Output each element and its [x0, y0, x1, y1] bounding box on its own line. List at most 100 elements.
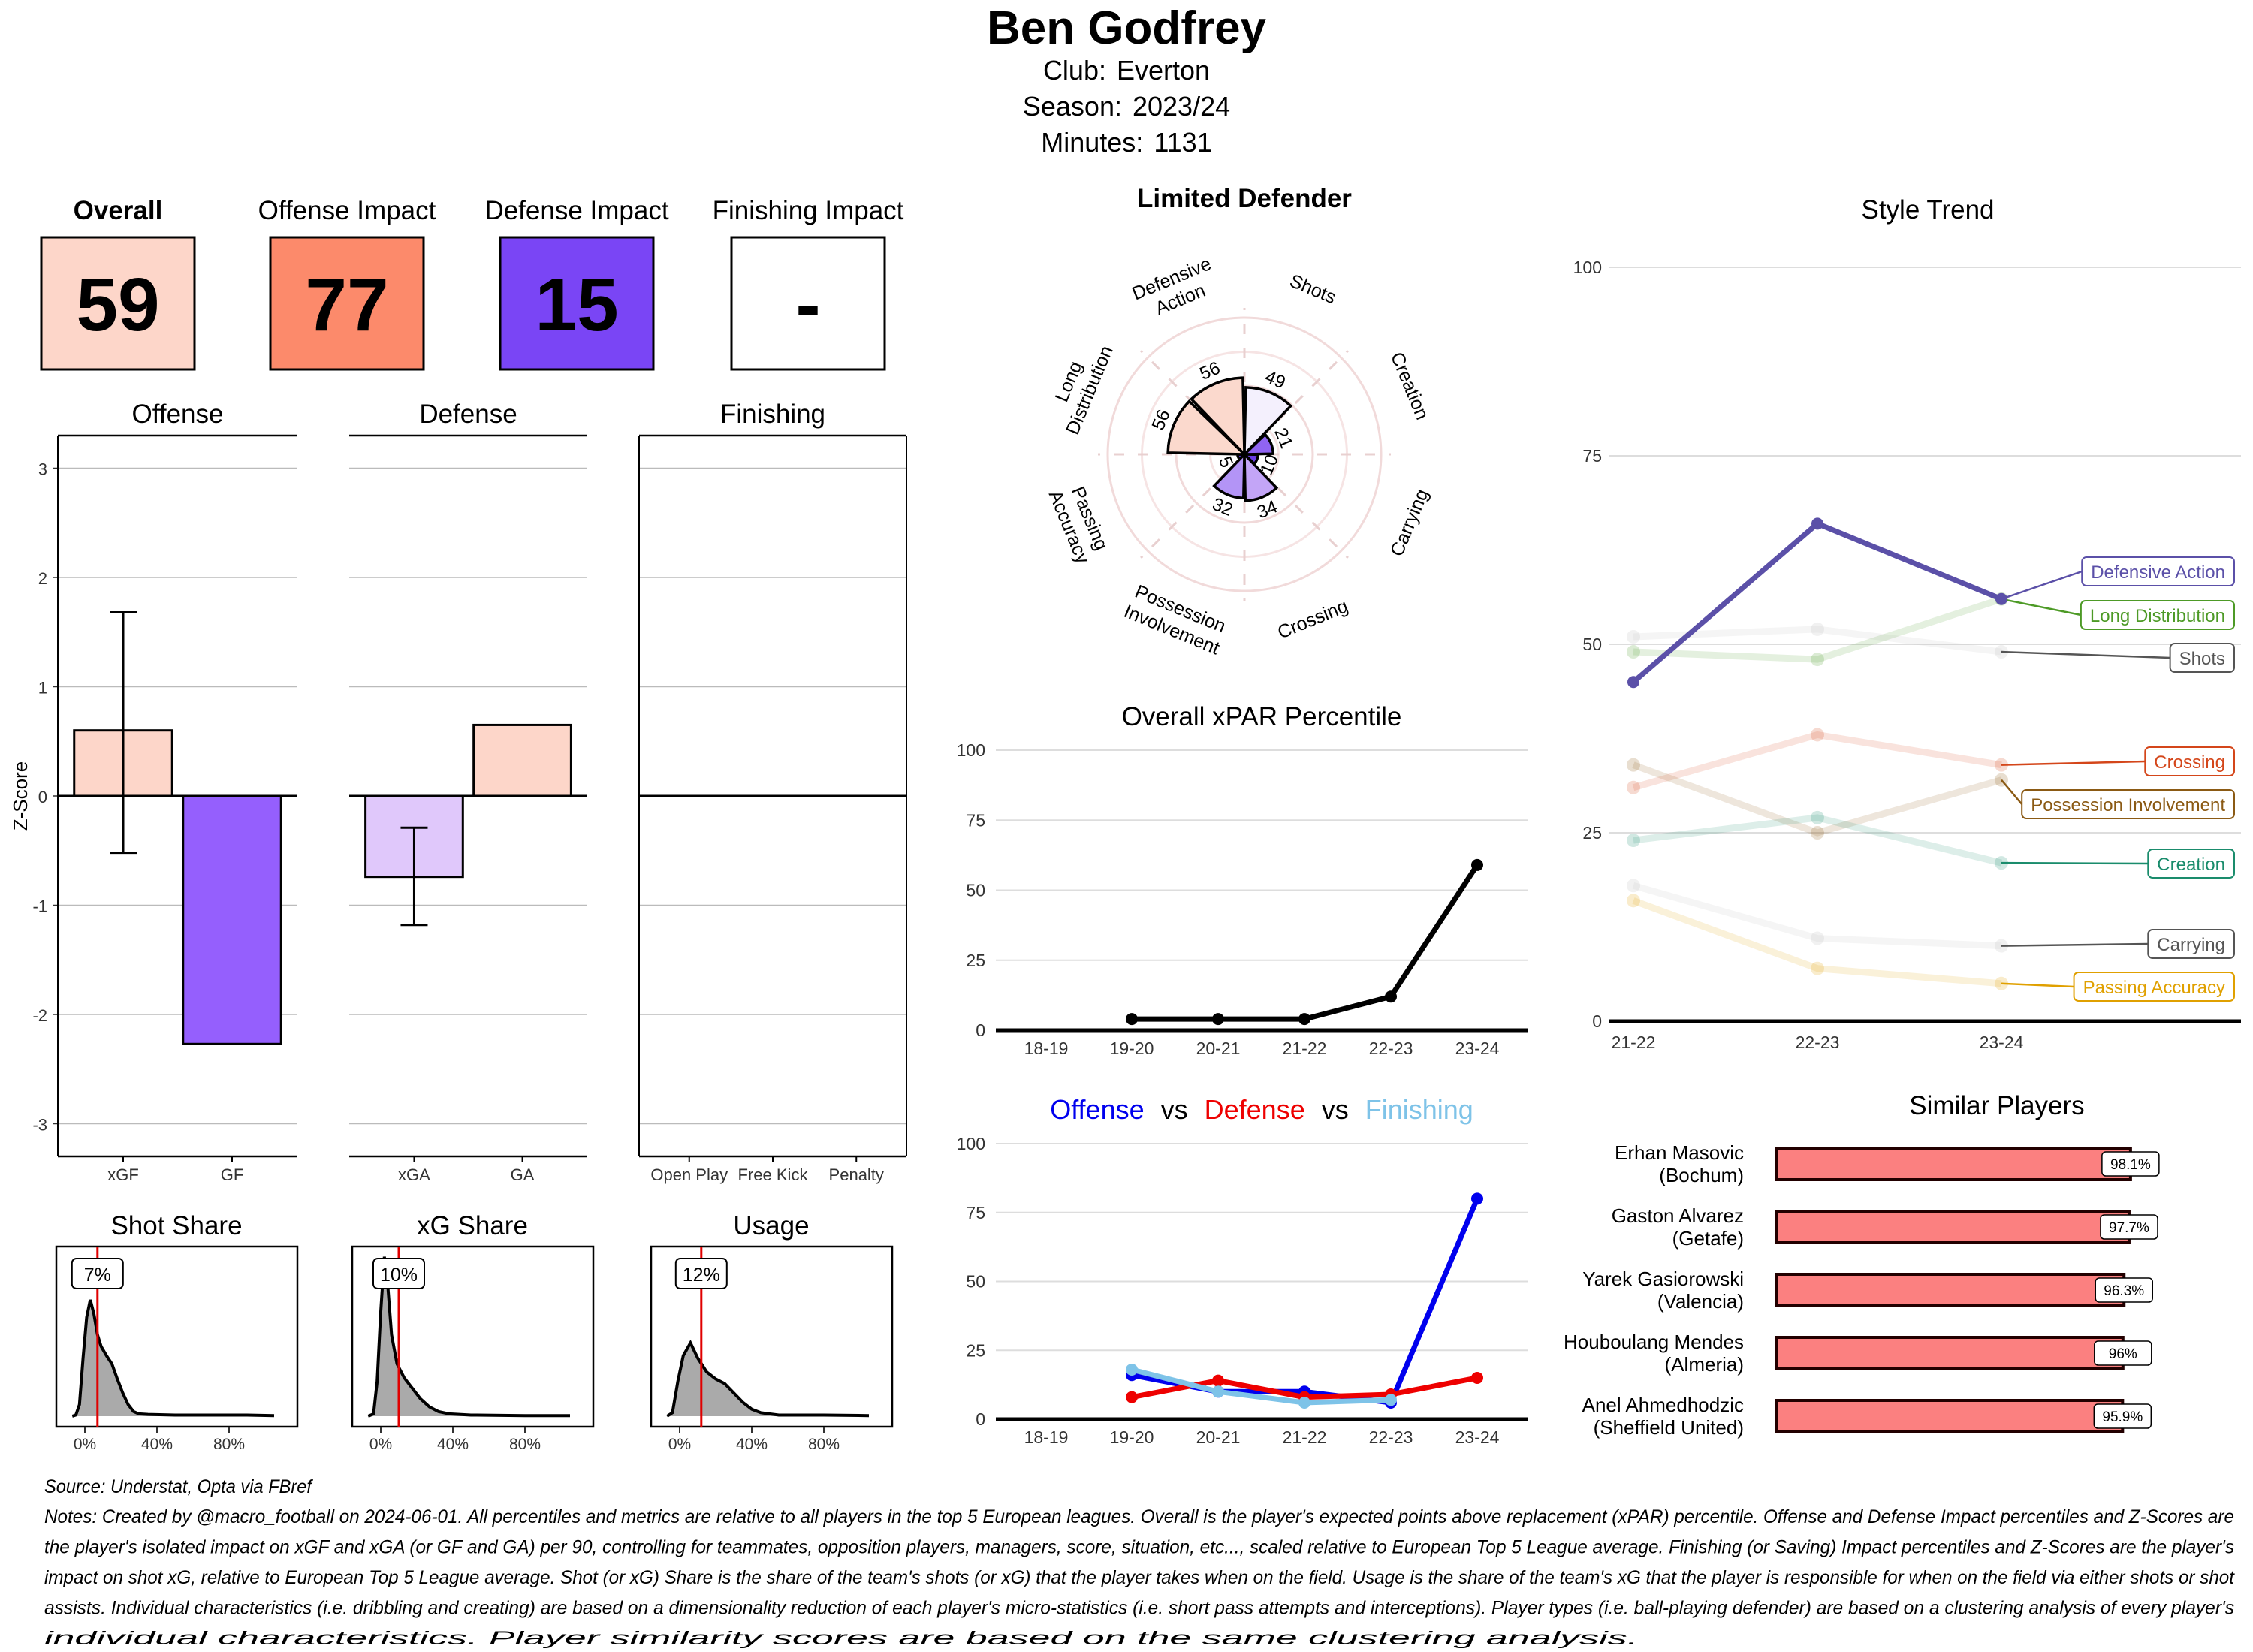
- title-part: Defense: [1205, 1094, 1305, 1125]
- radar-wedge: [1189, 376, 1246, 458]
- style-label-connector: [2001, 982, 2074, 988]
- data-point: [1298, 1396, 1310, 1409]
- similarity-bar: [1775, 1147, 2132, 1181]
- style-label-connector: [2001, 779, 2023, 805]
- x-tick-label: 20-21: [1196, 1427, 1241, 1447]
- y-tick-label: 50: [1582, 635, 1602, 654]
- style-label-text: Long Distribution: [2090, 606, 2225, 626]
- density-area: [72, 1300, 274, 1416]
- similar-player-club: (Bochum): [1659, 1164, 1744, 1186]
- x-tick-label: 20-21: [1196, 1039, 1241, 1058]
- y-tick-label: 25: [966, 1340, 985, 1360]
- data-point: [1212, 1374, 1224, 1387]
- data-point: [1627, 780, 1640, 794]
- x-tick-label: 22-23: [1369, 1427, 1413, 1447]
- y-tick-label: 75: [1582, 446, 1602, 466]
- data-point: [1471, 858, 1483, 871]
- data-point: [1811, 961, 1824, 975]
- data-point: [1627, 676, 1639, 689]
- similar-player-name: Houboulang Mendes: [1564, 1331, 1744, 1353]
- style-label-passing-accuracy: Passing Accuracy: [2073, 972, 2235, 1002]
- radar-axis-label: Crossing: [1274, 595, 1351, 644]
- style-label-connector: [2001, 598, 2082, 616]
- x-tick-label: 40%: [141, 1436, 173, 1453]
- y-tick-label: 50: [966, 1272, 985, 1292]
- club-line: Club: Everton: [1043, 55, 1210, 86]
- style-label-connector: [2001, 861, 2149, 865]
- player-value-label: 7%: [84, 1265, 111, 1286]
- distribution-frame: [55, 1245, 299, 1428]
- y-tick-label: -3: [32, 1116, 47, 1135]
- similarity-badge: [2094, 1340, 2152, 1366]
- data-point: [1385, 990, 1397, 1003]
- data-point: [1471, 1371, 1483, 1384]
- similar-players-title: Similar Players: [1909, 1091, 2084, 1120]
- style-label-text: Passing Accuracy: [2083, 978, 2225, 998]
- x-tick-label: 23-24: [1980, 1032, 2024, 1052]
- similar-player-name: Erhan Masovic: [1615, 1141, 1744, 1164]
- x-tick-label: 40%: [736, 1436, 768, 1453]
- similar-player-name: Anel Ahmedhodzic: [1582, 1394, 1744, 1416]
- style-line-crossing: [1632, 731, 2002, 791]
- title-part: vs: [1322, 1094, 1349, 1125]
- player-value-badge: [674, 1258, 728, 1289]
- y-tick-label: 0: [38, 788, 47, 806]
- style-label-text: Carrying: [2157, 935, 2225, 955]
- series-line-overall: [1132, 864, 1479, 1022]
- player-value-badge: [372, 1258, 425, 1289]
- y-tick-label: 25: [966, 951, 985, 970]
- title-part: Offense: [1050, 1094, 1144, 1125]
- style-label-shots: Shots: [2169, 643, 2235, 673]
- y-tick-label: 1: [38, 679, 47, 698]
- distribution-title: xG Share: [417, 1211, 528, 1241]
- x-tick-label: 23-24: [1455, 1427, 1500, 1447]
- x-tick-label: 0%: [369, 1436, 392, 1453]
- x-tick-label: 80%: [808, 1436, 840, 1453]
- y-tick-label: 3: [38, 460, 47, 479]
- density-curve: [71, 1299, 275, 1418]
- density-curve: [367, 1256, 570, 1418]
- series-line-offense: [1131, 1198, 1480, 1406]
- data-point: [1298, 1013, 1310, 1026]
- similar-player-club: (Sheffield United): [1594, 1416, 1744, 1439]
- source-text: Source: Understat, Opta via FBref: [44, 1476, 314, 1497]
- x-tick-label: 0%: [74, 1436, 96, 1453]
- data-point: [1627, 894, 1640, 908]
- similar-player-club: (Almeria): [1665, 1353, 1744, 1376]
- data-point: [1126, 1013, 1138, 1026]
- similarity-bar: [1775, 1399, 2125, 1433]
- notes-line: assists. Individual characteristics (i.e…: [44, 1598, 2234, 1619]
- component-chart-title: Offense vs Defense vs Finishing: [1050, 1094, 1473, 1125]
- radar-ring: [1106, 316, 1383, 592]
- title-part: Finishing: [1365, 1094, 1473, 1125]
- y-tick-label: 2: [38, 569, 47, 588]
- bar-gf: [182, 794, 282, 1045]
- season-line: Season: 2023/24: [1023, 91, 1230, 122]
- data-point: [1126, 1363, 1138, 1376]
- data-point: [1811, 653, 1824, 667]
- data-point: [1811, 931, 1824, 945]
- style-line-possession-involvement: [1632, 761, 2003, 837]
- style-label-possession-involvement: Possession Involvement: [2021, 789, 2235, 819]
- x-tick-label: 19-20: [1110, 1039, 1154, 1058]
- player-value-label: 12%: [683, 1265, 720, 1286]
- score-box: [40, 236, 196, 371]
- y-tick-label: 75: [966, 1203, 985, 1222]
- style-label-long-distribution: Long Distribution: [2080, 600, 2235, 630]
- style-label-text: Crossing: [2154, 752, 2225, 773]
- similar-player-club: (Getafe): [1672, 1227, 1744, 1250]
- x-tick-label: Penalty: [829, 1165, 884, 1184]
- notes-line: impact on shot xG, relative to European …: [44, 1567, 2235, 1588]
- score-box: [269, 236, 425, 371]
- score-value: -: [795, 263, 820, 347]
- radar-value-label: 21: [1270, 425, 1296, 451]
- data-point: [1811, 826, 1824, 840]
- similarity-badge: [2095, 1277, 2153, 1303]
- radar-wedge: [1212, 451, 1246, 500]
- similarity-value: 97.7%: [2109, 1220, 2149, 1236]
- x-tick-label: xGA: [398, 1165, 430, 1184]
- style-label-defensive-action: Defensive Action: [2081, 556, 2235, 586]
- data-point: [1627, 879, 1640, 893]
- y-tick-label: 0: [1592, 1011, 1602, 1031]
